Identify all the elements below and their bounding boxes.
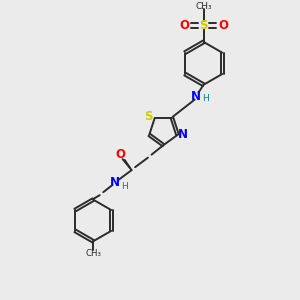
Text: O: O [116,148,126,160]
Text: CH₃: CH₃ [85,249,101,258]
Text: S: S [144,110,153,123]
Text: H: H [121,182,128,191]
Text: O: O [179,19,189,32]
Text: O: O [218,19,228,32]
Text: S: S [199,19,208,32]
Text: CH₃: CH₃ [195,2,212,11]
Text: H: H [202,94,208,103]
Text: N: N [191,90,201,103]
Text: N: N [110,176,120,189]
Text: N: N [178,128,188,141]
